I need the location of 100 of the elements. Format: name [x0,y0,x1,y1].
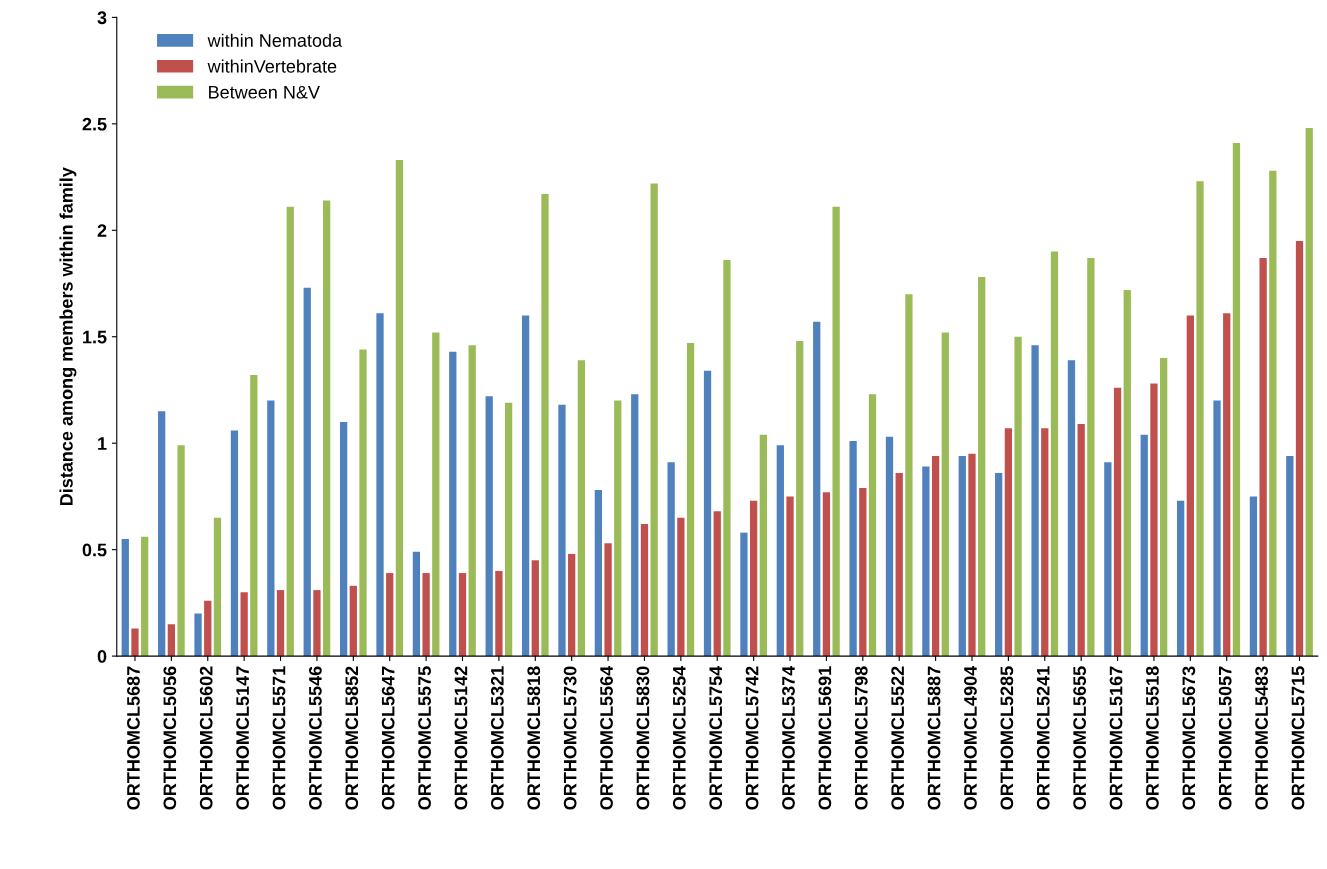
x-tick-label: ORTHOMCL5241 [1036,666,1050,810]
bar [968,453,976,657]
bar [558,404,566,657]
x-tick-label: ORTHOMCL5167 [1109,666,1123,810]
bar [750,500,758,657]
bar [577,360,586,657]
bar [323,200,331,657]
legend-label: within Nematoda [207,33,343,47]
y-tick-label: 3 [97,11,107,25]
bar [495,570,503,657]
bar [1286,455,1294,657]
bar [604,543,612,657]
bar [1249,496,1258,657]
bar [631,394,639,657]
x-tick-label: ORTHOMCL5483 [1255,666,1268,810]
bar [849,441,857,657]
bar [978,277,986,657]
bar [703,370,712,657]
bar [504,402,513,657]
bar [713,511,721,657]
x-tick-label: ORTHOMCL5056 [163,666,177,810]
bar [1140,434,1148,657]
bar [740,532,748,657]
bar [1186,315,1194,657]
y-tick-label: 2 [97,224,107,237]
bar [1067,360,1076,657]
bar [422,573,430,657]
x-tick-label: ORTHOMCL4904 [964,665,977,810]
bar [1232,142,1241,657]
bar [1223,313,1231,657]
x-tick-label: ORTHOMCL5285 [1000,666,1014,810]
bar [204,600,212,657]
bar [1087,257,1095,657]
x-tick-label: ORTHOMCL5057 [1218,666,1232,810]
x-tick-label: ORTHOMCL5798 [854,666,868,810]
x-tick-label: ORTHOMCL5887 [927,666,941,810]
bar [531,560,539,657]
x-tick-label: ORTHOMCL5564 [600,665,613,810]
bar [376,313,384,657]
bar [230,430,239,657]
y-axis-title: Distance among members within family [59,167,77,506]
bar [1041,428,1049,657]
bar [1104,462,1112,657]
bar [521,315,530,657]
x-tick-label: ORTHOMCL5546 [308,666,322,810]
bar [1259,257,1267,657]
legend-label: Between N&V [209,85,320,99]
x-tick-label: ORTHOMCL5754 [709,665,723,810]
bar [1004,428,1013,657]
bar [905,294,913,657]
bar [468,345,476,657]
bar [313,590,321,657]
bar [650,183,658,657]
bar [286,206,294,657]
x-tick-label: ORTHOMCL5575 [418,666,431,810]
x-tick-label: ORTHOMCL5602 [199,666,213,810]
x-tick-label: ORTHOMCL5852 [345,666,359,810]
x-tick-label: ORTHOMCL5254 [672,665,686,810]
x-tick-label: ORTHOMCL5142 [454,666,468,810]
bar [213,517,222,657]
bar [640,524,649,657]
bar [194,613,202,657]
bar [594,490,602,657]
bar [677,517,685,657]
bar [614,400,622,657]
bar [922,466,930,657]
bar [485,396,493,657]
bar [1150,383,1158,657]
bar [667,462,675,657]
bar [868,394,877,657]
bar [395,160,404,657]
y-tick-label: 2.5 [82,117,107,131]
bar [759,434,767,657]
bar [958,455,966,657]
bar [349,585,357,657]
bar [776,445,784,657]
bar [276,590,285,657]
x-tick-label: ORTHOMCL5830 [636,666,650,810]
bar [686,343,695,657]
bar [786,496,794,657]
bar [1113,387,1122,657]
bar [1213,400,1221,657]
x-tick-label: ORTHOMCL5673 [1182,666,1196,810]
bar [885,436,894,657]
bar [1295,240,1304,657]
bar [1177,500,1185,657]
legend-label: withinVertebrate [207,59,337,73]
x-tick-label: ORTHOMCL5522 [891,666,905,810]
bar [177,445,185,657]
x-tick-label: ORTHOMCL5647 [381,666,395,810]
x-tick-label: ORTHOMCL5147 [236,666,249,810]
bar [158,411,166,657]
bar [359,349,367,657]
bar [1050,251,1059,657]
bar [1196,181,1204,657]
bar [1269,170,1277,657]
x-tick-label: ORTHOMCL5742 [745,666,759,810]
y-tick-label: 0.5 [82,543,107,557]
bar [813,321,821,657]
x-tick-label: ORTHOMCL5374 [782,665,795,810]
